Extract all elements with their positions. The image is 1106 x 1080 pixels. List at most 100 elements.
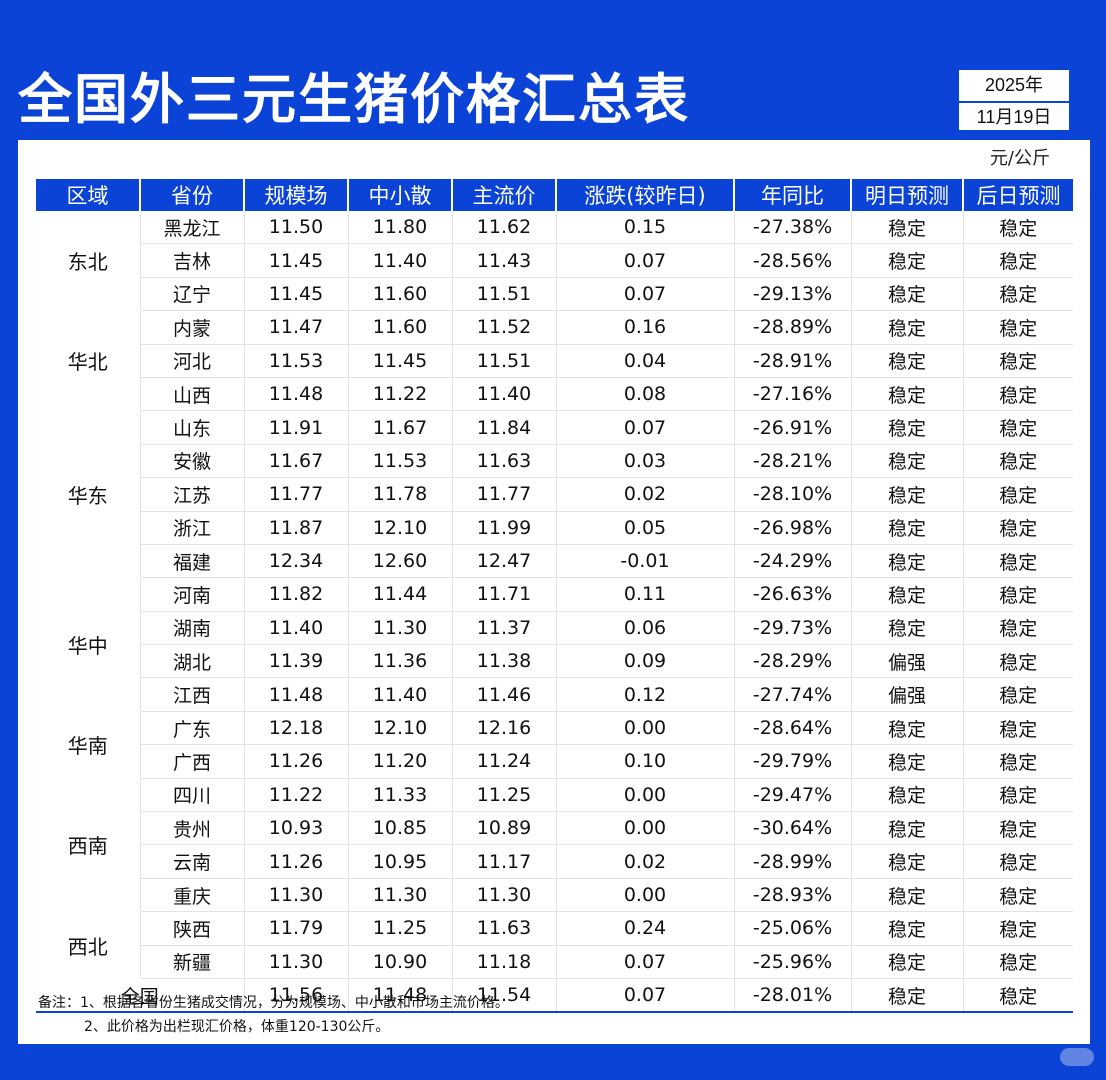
forecast-day-after: 稳定: [963, 310, 1073, 345]
small-farm-price: 11.22: [348, 377, 453, 412]
small-farm-price: 11.45: [348, 344, 453, 378]
small-farm-price: 11.20: [348, 744, 453, 779]
header-cell: 涨跌(较昨日): [556, 179, 735, 211]
large-farm-price: 11.26: [244, 744, 349, 779]
large-farm-price: 11.79: [244, 911, 349, 946]
table-row: 福建 12.34 12.60 12.47 -0.01 -24.29% 稳定 稳定: [36, 544, 1073, 579]
national-label: 全国: [36, 978, 245, 1014]
small-farm-price: 12.60: [348, 544, 453, 579]
large-farm-price: 11.50: [244, 211, 349, 245]
mainstream-price: 11.25: [452, 778, 557, 813]
forecast-day-after: 稳定: [963, 511, 1073, 545]
large-farm-price: 11.45: [244, 277, 349, 312]
small-farm-price: 10.90: [348, 945, 453, 979]
region-cell: 西南: [36, 778, 141, 913]
forecast-tomorrow: 稳定: [851, 377, 964, 412]
note-line-2: 2、此价格为出栏现汇价格，体重120-130公斤。: [84, 1019, 390, 1035]
forecast-tomorrow: 稳定: [851, 911, 964, 946]
daily-change: 0.04: [556, 344, 735, 378]
header-panel: [18, 45, 1090, 138]
mainstream-price: 11.38: [452, 644, 557, 679]
yoy-change: -27.74%: [734, 677, 852, 712]
yoy-change: -28.29%: [734, 644, 852, 679]
mainstream-price: 11.99: [452, 511, 557, 545]
national-row: 全国 11.56 11.48 11.54 0.07 -28.01% 稳定 稳定: [36, 978, 1073, 1014]
province-cell: 山东: [140, 410, 245, 445]
yoy-change: -28.64%: [734, 711, 852, 746]
small-farm-price: 11.53: [348, 444, 453, 479]
province-cell: 江西: [140, 677, 245, 712]
table-row: 云南 11.26 10.95 11.17 0.02 -28.99% 稳定 稳定: [36, 844, 1073, 879]
large-farm-price: 11.48: [244, 377, 349, 412]
large-farm-price: 12.34: [244, 544, 349, 579]
province-cell: 内蒙: [140, 310, 245, 345]
table-row: 湖南 11.40 11.30 11.37 0.06 -29.73% 稳定 稳定: [36, 611, 1073, 646]
daily-change: 0.09: [556, 644, 735, 679]
forecast-day-after: 稳定: [963, 911, 1073, 946]
yoy-change: -26.98%: [734, 511, 852, 545]
province-cell: 福建: [140, 544, 245, 579]
large-farm-price: 11.82: [244, 577, 349, 612]
large-farm-price: 11.77: [244, 477, 349, 512]
table-row: 湖北 11.39 11.36 11.38 0.09 -28.29% 偏强 稳定: [36, 644, 1073, 679]
large-farm-price: 11.56: [244, 978, 349, 1014]
province-cell: 贵州: [140, 811, 245, 846]
small-farm-price: 11.60: [348, 277, 453, 312]
small-farm-price: 12.10: [348, 511, 453, 545]
header-row: 区域 省份 规模场 中小散 主流价 涨跌(较昨日) 年同比 明日预测 后日预测: [36, 179, 1073, 211]
mainstream-price: 11.24: [452, 744, 557, 779]
yoy-change: -30.64%: [734, 811, 852, 846]
forecast-tomorrow: 偏强: [851, 644, 964, 679]
yoy-change: -28.89%: [734, 310, 852, 345]
forecast-day-after: 稳定: [963, 477, 1073, 512]
province-cell: 河北: [140, 344, 245, 378]
header-cell: 年同比: [734, 179, 852, 211]
yoy-change: -27.16%: [734, 377, 852, 412]
large-farm-price: 11.67: [244, 444, 349, 479]
yoy-change: -29.13%: [734, 277, 852, 312]
mainstream-price: 11.51: [452, 277, 557, 312]
yoy-change: -24.29%: [734, 544, 852, 579]
daily-change: 0.07: [556, 277, 735, 312]
daily-change: 0.07: [556, 945, 735, 979]
province-cell: 山西: [140, 377, 245, 412]
yoy-change: -29.79%: [734, 744, 852, 779]
daily-change: 0.03: [556, 444, 735, 479]
top-band: [0, 0, 1106, 45]
mainstream-price: 11.52: [452, 310, 557, 345]
header-cell: 省份: [140, 179, 245, 211]
forecast-day-after: 稳定: [963, 577, 1073, 612]
table-row: 安徽 11.67 11.53 11.63 0.03 -28.21% 稳定 稳定: [36, 444, 1073, 479]
forecast-day-after: 稳定: [963, 277, 1073, 312]
table-panel: 元/公斤 区域 省份 规模场 中小散 主流价 涨跌(较昨日) 年同比 明日预测 …: [18, 140, 1090, 1044]
daily-change: 0.02: [556, 844, 735, 879]
forecast-day-after: 稳定: [963, 344, 1073, 378]
mainstream-price: 11.63: [452, 444, 557, 479]
large-farm-price: 11.47: [244, 310, 349, 345]
yoy-change: -28.91%: [734, 344, 852, 378]
watermark-badge: [1060, 1048, 1094, 1066]
daily-change: -0.01: [556, 544, 735, 579]
yoy-change: -28.99%: [734, 844, 852, 879]
large-farm-price: 11.30: [244, 945, 349, 979]
date-month-day: 11月19日: [959, 101, 1069, 131]
daily-change: 0.24: [556, 911, 735, 946]
mainstream-price: 11.54: [452, 978, 557, 1014]
mainstream-price: 11.63: [452, 911, 557, 946]
large-farm-price: 11.39: [244, 644, 349, 679]
province-cell: 湖南: [140, 611, 245, 646]
forecast-day-after: 稳定: [963, 711, 1073, 746]
forecast-tomorrow: 稳定: [851, 811, 964, 846]
province-cell: 浙江: [140, 511, 245, 545]
province-cell: 湖北: [140, 644, 245, 679]
daily-change: 0.07: [556, 243, 735, 278]
forecast-tomorrow: 偏强: [851, 677, 964, 712]
forecast-tomorrow: 稳定: [851, 511, 964, 545]
mainstream-price: 11.46: [452, 677, 557, 712]
small-farm-price: 10.85: [348, 811, 453, 846]
mainstream-price: 11.30: [452, 878, 557, 913]
large-farm-price: 11.48: [244, 677, 349, 712]
yoy-change: -28.56%: [734, 243, 852, 278]
region-cell: 东北: [36, 211, 141, 312]
small-farm-price: 11.60: [348, 310, 453, 345]
